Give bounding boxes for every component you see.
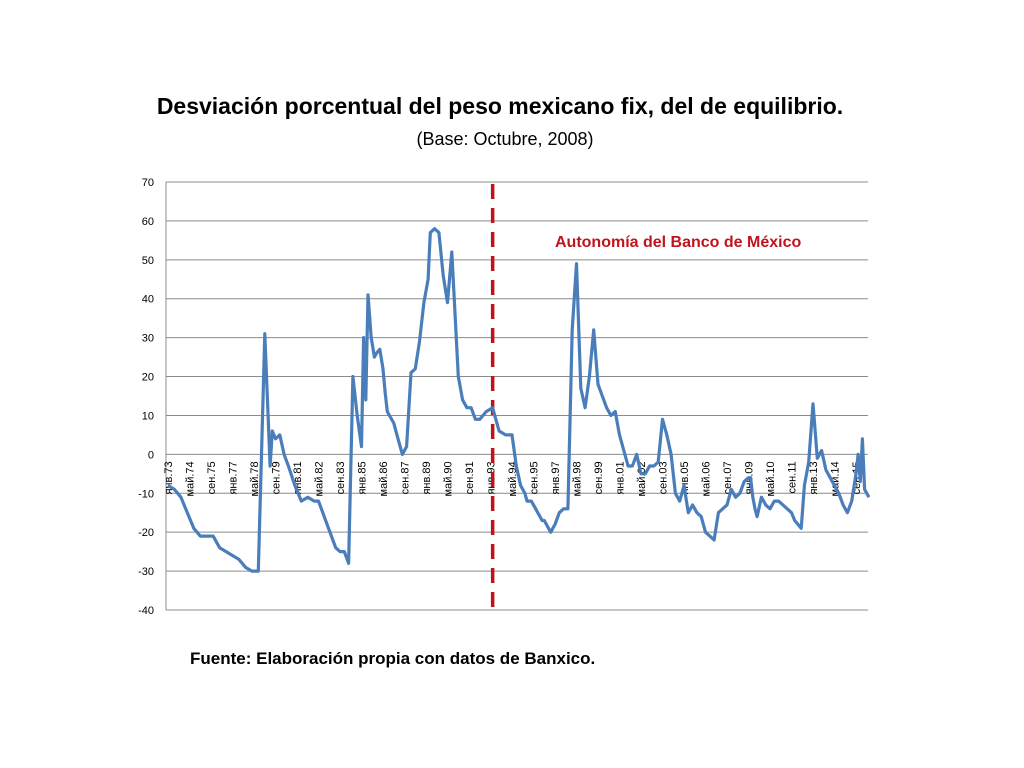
x-tick-label: янв.97 [550,461,562,494]
x-tick-label: май.14 [830,461,842,496]
x-tick-label: май.82 [314,461,326,496]
x-tick-label: май.90 [443,461,455,496]
x-tick-label: сен.87 [400,461,412,494]
x-tick-label: янв.01 [615,461,627,494]
x-tick-label: сен.79 [271,461,283,494]
x-tick-label: май.98 [572,461,584,496]
y-tick-label: 60 [142,216,154,228]
x-tick-label: янв.13 [808,461,820,494]
x-tick-label: сен.83 [335,461,347,494]
x-tick-label: янв.89 [421,461,433,494]
x-axis-ticks: янв.73 май.74 сен.75 янв.77 май.78 сен.79 янв.… [163,461,863,496]
y-tick-label: 10 [142,410,154,422]
x-tick-label: май.74 [185,461,197,496]
x-tick-label: янв.05 [679,461,691,494]
y-tick-label: 40 [142,294,154,306]
x-tick-label: май.78 [249,461,261,496]
y-tick-label: -10 [138,488,154,500]
y-tick-label: 30 [142,333,154,345]
source-note: Fuente: Elaboración propia con datos de … [190,649,596,668]
y-tick-label: 70 [142,177,154,189]
chart-title: Desviación porcentual del peso mexicano … [156,93,844,119]
x-tick-label: янв.77 [228,461,240,494]
y-tick-label: 0 [148,449,154,461]
chart-subtitle: (Base: Octubre, 2008) [416,129,594,149]
y-tick-label: -40 [138,605,154,617]
x-tick-label: май.86 [378,461,390,496]
x-tick-label: сен.03 [658,461,670,494]
y-tick-label: -20 [138,527,154,539]
x-tick-label: сен.11 [787,461,799,493]
y-tick-label: -30 [138,566,154,578]
annotation-label: Autonomía del Banco de México [555,234,801,251]
x-tick-label: янв.85 [357,461,369,494]
x-tick-label: сен.07 [722,461,734,494]
series-line [167,227,871,573]
x-tick-label: сен.95 [529,461,541,494]
y-tick-label: 50 [142,255,154,267]
x-tick-label: сен.91 [464,461,476,494]
y-tick-label: 20 [142,372,154,384]
x-tick-label: сен.99 [593,461,605,494]
grid-lines [165,181,868,611]
x-tick-label: май.10 [765,461,777,496]
y-axis-ticks: -40 -30 -20 -10 0 10 20 30 40 50 60 70 [138,177,154,617]
x-tick-label: сен.75 [206,461,218,494]
x-tick-label: май.06 [701,461,713,496]
